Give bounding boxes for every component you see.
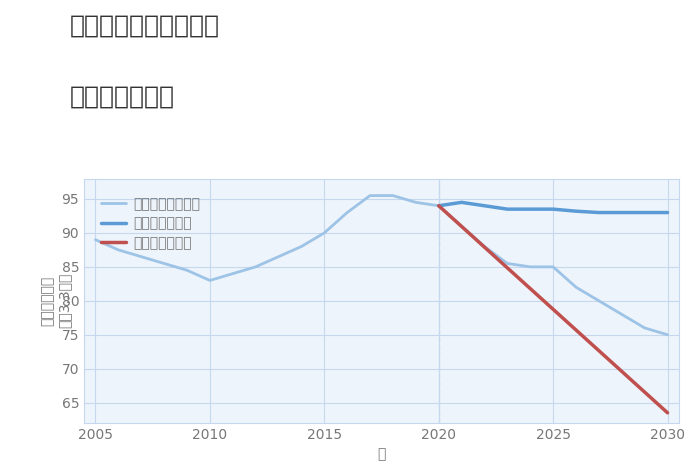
ノーマルシナリオ (320, 230, 328, 236)
ノーマルシナリオ (549, 264, 557, 270)
グッドシナリオ (595, 210, 603, 215)
ノーマルシナリオ (228, 271, 237, 276)
ノーマルシナリオ (366, 193, 375, 198)
グッドシナリオ (572, 208, 580, 214)
ノーマルシナリオ (526, 264, 535, 270)
ノーマルシナリオ (572, 284, 580, 290)
Text: 土地の価格推移: 土地の価格推移 (70, 85, 175, 109)
Text: 兵庫県西宮市和上町の: 兵庫県西宮市和上町の (70, 14, 220, 38)
ノーマルシナリオ (640, 325, 649, 331)
X-axis label: 年: 年 (377, 447, 386, 462)
グッドシナリオ (457, 200, 466, 205)
ノーマルシナリオ (412, 200, 420, 205)
ノーマルシナリオ (480, 243, 489, 249)
ノーマルシナリオ (274, 254, 283, 259)
ノーマルシナリオ (435, 203, 443, 209)
グッドシナリオ (664, 210, 672, 215)
ノーマルシナリオ (114, 247, 122, 253)
グッドシナリオ (617, 210, 626, 215)
Y-axis label: 単価（万円）
坪（3.3㎡）: 単価（万円） 坪（3.3㎡） (41, 273, 71, 329)
ノーマルシナリオ (389, 193, 397, 198)
グッドシナリオ (549, 206, 557, 212)
ノーマルシナリオ (183, 267, 191, 273)
グッドシナリオ (503, 206, 512, 212)
ノーマルシナリオ (503, 261, 512, 266)
ノーマルシナリオ (664, 332, 672, 337)
ノーマルシナリオ (457, 223, 466, 229)
ノーマルシナリオ (206, 278, 214, 283)
ノーマルシナリオ (137, 254, 146, 259)
ノーマルシナリオ (595, 298, 603, 304)
ノーマルシナリオ (91, 237, 99, 243)
Line: ノーマルシナリオ: ノーマルシナリオ (95, 196, 668, 335)
グッドシナリオ (480, 203, 489, 209)
ノーマルシナリオ (343, 210, 351, 215)
グッドシナリオ (640, 210, 649, 215)
ノーマルシナリオ (160, 261, 168, 266)
ノーマルシナリオ (298, 243, 306, 249)
ノーマルシナリオ (251, 264, 260, 270)
グッドシナリオ (435, 203, 443, 209)
Line: グッドシナリオ: グッドシナリオ (439, 203, 668, 212)
グッドシナリオ (526, 206, 535, 212)
ノーマルシナリオ (617, 312, 626, 317)
Legend: ノーマルシナリオ, グッドシナリオ, バッドシナリオ: ノーマルシナリオ, グッドシナリオ, バッドシナリオ (97, 193, 204, 254)
